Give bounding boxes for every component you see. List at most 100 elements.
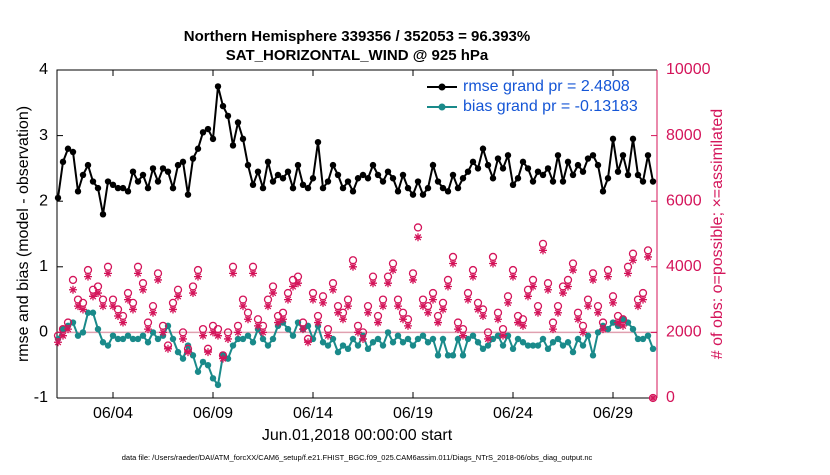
point <box>229 142 237 149</box>
possible-point <box>413 223 423 232</box>
assimilated-point <box>304 338 312 347</box>
assimilated-point <box>99 302 107 311</box>
point <box>459 175 467 182</box>
point <box>104 178 112 185</box>
assimilated-point <box>194 272 202 281</box>
assimilated-point <box>74 302 82 311</box>
point <box>289 332 297 339</box>
assimilated-point <box>579 328 587 337</box>
point <box>584 332 592 339</box>
assimilated-point <box>599 325 607 334</box>
assimilated-point <box>474 305 482 314</box>
point <box>539 171 547 179</box>
point <box>119 335 127 343</box>
point <box>259 184 267 192</box>
assimilated-point <box>244 315 252 324</box>
point <box>469 158 477 166</box>
assimilated-point <box>434 318 442 327</box>
point <box>114 184 122 192</box>
assimilated-point <box>354 328 362 337</box>
point <box>249 339 257 346</box>
assimilated-point <box>364 308 372 317</box>
assimilated-point <box>489 259 497 268</box>
assimilated-point <box>289 282 297 291</box>
assimilated-point <box>639 295 647 304</box>
y-axis-label: rmse and bias (model - observation) <box>15 106 32 362</box>
point <box>114 335 122 343</box>
point <box>629 325 637 333</box>
point <box>524 165 532 172</box>
point <box>64 145 72 152</box>
assimilated-point <box>424 308 432 317</box>
assimilated-point <box>239 302 247 311</box>
point <box>109 181 117 188</box>
point <box>99 339 107 346</box>
point <box>189 155 197 162</box>
point <box>564 339 572 346</box>
assimilated-point <box>319 298 327 307</box>
point <box>94 325 102 333</box>
point <box>404 335 412 343</box>
footnote: data file: /Users/raeder/DAI/ATM_forcXX/… <box>122 453 593 462</box>
point <box>354 175 362 182</box>
point <box>454 184 462 192</box>
assimilated-point <box>534 308 542 317</box>
point <box>499 342 507 349</box>
point <box>549 178 557 185</box>
point <box>244 332 252 339</box>
point <box>134 178 142 185</box>
point <box>319 184 327 192</box>
point <box>484 161 492 169</box>
point <box>214 83 222 90</box>
point <box>514 175 522 182</box>
legend-swatch <box>438 103 446 111</box>
point <box>534 168 542 175</box>
point <box>589 152 597 159</box>
assimilated-point <box>179 334 187 343</box>
point <box>374 335 382 343</box>
point <box>449 352 457 359</box>
assimilated-point <box>234 328 242 337</box>
point <box>54 194 62 202</box>
point <box>89 309 97 316</box>
point <box>94 184 102 192</box>
point <box>624 171 632 179</box>
assimilated-point <box>359 334 367 343</box>
y2-tick-label: 2000 <box>666 324 702 341</box>
assimilated-point <box>64 325 72 334</box>
point <box>574 335 582 343</box>
assimilated-point <box>254 321 262 330</box>
point <box>454 335 462 343</box>
point <box>349 335 357 343</box>
assimilated-point <box>529 282 537 291</box>
assimilated-point <box>369 279 377 288</box>
point <box>484 342 492 349</box>
point <box>279 175 287 182</box>
point <box>554 152 562 159</box>
possible-point <box>68 275 78 285</box>
point <box>374 171 382 179</box>
assimilated-point <box>94 289 102 298</box>
point <box>569 348 577 356</box>
point <box>539 335 547 343</box>
chart-title: Northern Hemisphere 339356 / 352053 = 96… <box>184 28 530 45</box>
assimilated-point <box>609 298 617 307</box>
y2-tick-label: 10000 <box>666 61 711 78</box>
point <box>424 184 432 192</box>
assimilated-point <box>409 275 417 284</box>
assimilated-point <box>344 302 352 311</box>
assimilated-point <box>614 318 622 327</box>
point <box>169 184 177 192</box>
point <box>149 165 157 172</box>
point <box>264 342 272 349</box>
assimilated-point <box>214 331 222 340</box>
x-tick-label: 06/29 <box>593 405 633 422</box>
assimilated-point <box>339 315 347 324</box>
assimilated-point <box>504 298 512 307</box>
assimilated-point <box>389 266 397 275</box>
point <box>239 335 247 343</box>
point <box>504 332 512 339</box>
assimilated-point <box>624 269 632 278</box>
point <box>174 348 182 356</box>
point <box>109 332 117 339</box>
